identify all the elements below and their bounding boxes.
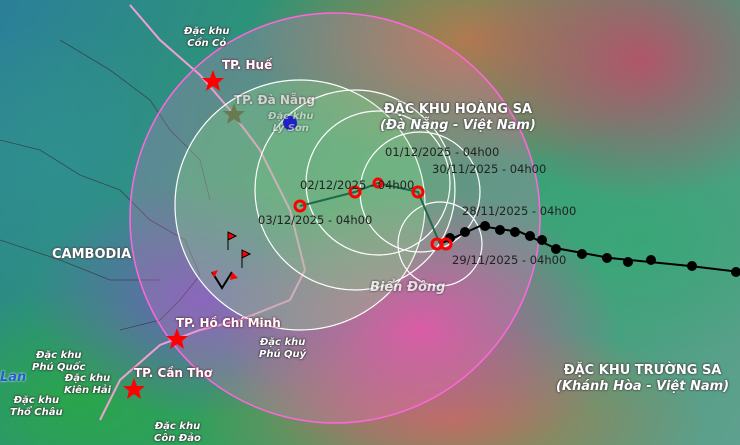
- wind-flags: [211, 231, 252, 290]
- wind-direction-icon[interactable]: [211, 271, 233, 290]
- truong-sa-title: ĐẶC KHU TRƯỜNG SA: [563, 363, 722, 378]
- forecast-track: [299, 181, 441, 245]
- flag-icon[interactable]: [227, 231, 238, 250]
- archipelago-label-hoang-sa: ĐẶC KHU HOÀNG SA (Đà Nẵng - Việt Nam): [380, 102, 536, 134]
- port-icon[interactable]: [283, 116, 297, 130]
- past-positions: [445, 221, 740, 277]
- forecast-label-0212: 02/12/2025 - 04h00: [300, 178, 415, 192]
- star-icon[interactable]: [166, 328, 188, 349]
- zone-label-kien-hai: Đặc khu Kiên Hải: [64, 373, 112, 396]
- storm-icon[interactable]: [348, 185, 362, 199]
- forecast-label-0112: 01/12/2025 - 04h00: [385, 145, 500, 159]
- forecast-label-2911: 29/11/2025 - 04h00: [452, 253, 567, 267]
- truong-sa-subtitle: (Khánh Hòa - Việt Nam): [556, 379, 730, 394]
- past-position-icon[interactable]: [551, 244, 561, 254]
- city-label-hue: TP. Huế: [222, 58, 273, 72]
- hoang-sa-title: ĐẶC KHU HOÀNG SA: [383, 102, 533, 117]
- zone-label-con-dao: Đặc khu Côn Đảo: [154, 421, 201, 444]
- past-position-icon[interactable]: [687, 261, 697, 271]
- forecast-positions: [293, 177, 453, 251]
- archipelago-label-truong-sa: ĐẶC KHU TRƯỜNG SA (Khánh Hòa - Việt Nam): [556, 363, 729, 395]
- star-icon[interactable]: [123, 378, 145, 399]
- star-icon[interactable]: [202, 70, 224, 91]
- past-position-icon[interactable]: [731, 267, 740, 277]
- country-label-thailand: Lan: [0, 370, 27, 385]
- forecast-label-2811: 28/11/2025 - 04h00: [462, 204, 577, 218]
- storm-icon[interactable]: [439, 237, 453, 251]
- uncertainty-circle-day1: [305, 110, 451, 256]
- zone-label-phu-quoc: Đặc khu Phú Quốc: [32, 350, 86, 373]
- past-position-icon[interactable]: [602, 253, 612, 263]
- past-position-icon[interactable]: [623, 257, 633, 267]
- past-position-icon[interactable]: [537, 235, 547, 245]
- borders: [0, 39, 211, 331]
- sea-label-bien-dong: Biển Đông: [370, 280, 446, 295]
- city-markers: [123, 70, 245, 399]
- past-position-icon[interactable]: [577, 249, 587, 259]
- storm-icon[interactable]: [411, 185, 425, 199]
- past-position-icon[interactable]: [460, 227, 470, 237]
- storm-icon[interactable]: [372, 177, 384, 189]
- past-position-icon[interactable]: [646, 255, 656, 265]
- city-label-ho-chi-minh: TP. Hồ Chí Minh: [176, 316, 281, 330]
- past-position-icon[interactable]: [495, 225, 505, 235]
- past-position-icon[interactable]: [525, 231, 535, 241]
- storm-icon[interactable]: [293, 199, 307, 213]
- flag-icon[interactable]: [241, 249, 252, 268]
- past-position-icon[interactable]: [480, 221, 490, 231]
- coastline: [99, 4, 307, 421]
- forecast-label-3011: 30/11/2025 - 04h00: [432, 162, 547, 176]
- zone-label-tho-chau: Đặc khu Thổ Châu: [10, 395, 63, 418]
- star-icon[interactable]: [223, 103, 245, 124]
- country-label-cambodia: CAMBODIA: [52, 247, 132, 262]
- wind-marker-icon: [212, 270, 238, 280]
- city-label-da-nang: TP. Đà Nẵng: [234, 93, 316, 107]
- past-position-icon[interactable]: [510, 227, 520, 237]
- hoang-sa-subtitle: (Đà Nẵng - Việt Nam): [380, 118, 536, 133]
- zone-label-ly-son: Đặc khu Lý Sơn: [268, 111, 314, 134]
- forecast-label-0312: 03/12/2025 - 04h00: [258, 213, 373, 227]
- city-label-can-tho: TP. Cần Thơ: [134, 366, 213, 380]
- zone-label-phu-quy: Đặc khu Phú Quý: [259, 337, 307, 360]
- uncertainty-circle-day2: [254, 89, 456, 291]
- uncertainty-circle-current: [397, 201, 483, 287]
- zone-label-con-co: Đặc khu Cồn Cỏ: [184, 26, 230, 49]
